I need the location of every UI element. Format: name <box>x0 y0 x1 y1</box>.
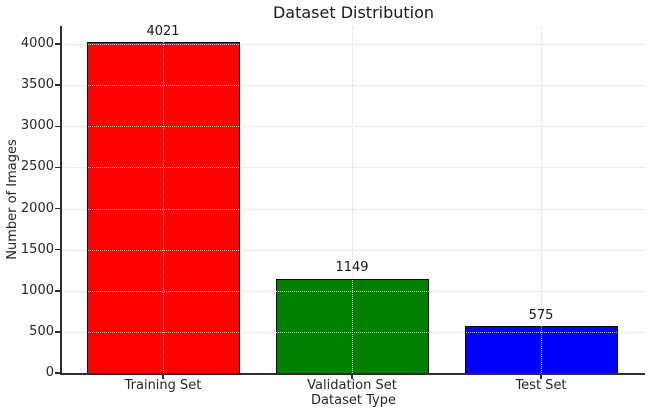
y-tick-label: 0 <box>45 365 54 380</box>
bar-validation-set <box>275 278 429 373</box>
x-tick-mark <box>351 375 353 379</box>
y-tick-mark <box>55 248 60 251</box>
x-tick-label-test-set: Test Set <box>515 378 567 393</box>
bar-test-set <box>464 325 618 373</box>
y-tick-label: 4000 <box>20 36 54 51</box>
x-tick-label-training-set: Training Set <box>124 378 202 393</box>
y-tick-label: 500 <box>29 323 54 339</box>
y-tick-label: 2000 <box>20 200 54 216</box>
y-tick-label: 3000 <box>20 118 54 134</box>
y-tick-mark <box>55 331 60 333</box>
y-tick-label: 1500 <box>20 241 54 257</box>
y-tick-label: 3500 <box>20 77 54 93</box>
y-tick-mark <box>55 207 60 210</box>
y-tick-mark <box>55 43 60 45</box>
y-tick-label: 1000 <box>20 282 54 298</box>
y-tick-mark <box>55 166 60 169</box>
y-tick-label: 2500 <box>20 159 54 175</box>
y-tick-mark <box>55 290 60 292</box>
x-tick-label-validation-set: Validation Set <box>307 378 397 393</box>
y-tick-mark <box>55 84 60 86</box>
bar-training-set <box>86 42 240 373</box>
x-axis-label: Dataset Type <box>311 393 396 408</box>
y-tick-mark <box>55 372 60 374</box>
chart-title: Dataset Distribution <box>272 3 435 22</box>
bar-value-label: 575 <box>528 307 554 323</box>
x-tick-mark <box>540 375 542 379</box>
y-tick-mark <box>55 125 60 127</box>
bar-value-label: 4021 <box>146 24 180 40</box>
x-tick-mark <box>162 375 164 379</box>
bar-value-label: 1149 <box>335 260 369 276</box>
plot-area: 4021 1149 575 <box>60 24 645 375</box>
